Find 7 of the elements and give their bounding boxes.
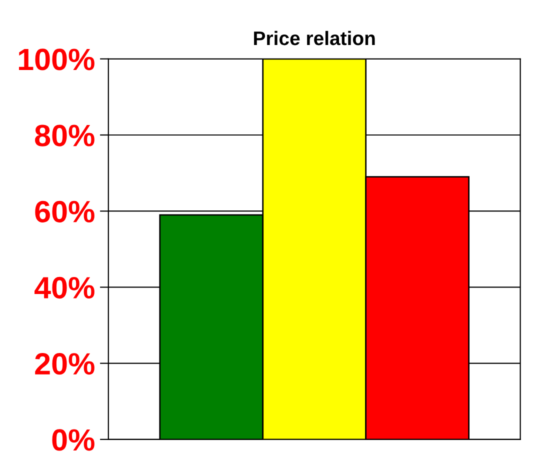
y-tick-label: 20% (35, 353, 94, 375)
y-tick-label: 0% (52, 429, 94, 451)
y-tick-label: 40% (34, 276, 94, 299)
chart-title: Price relation (254, 30, 375, 46)
y-tick-label: 100% (18, 48, 94, 70)
y-tick-label: 80% (35, 124, 94, 146)
y-tick-label: 60% (35, 200, 94, 222)
